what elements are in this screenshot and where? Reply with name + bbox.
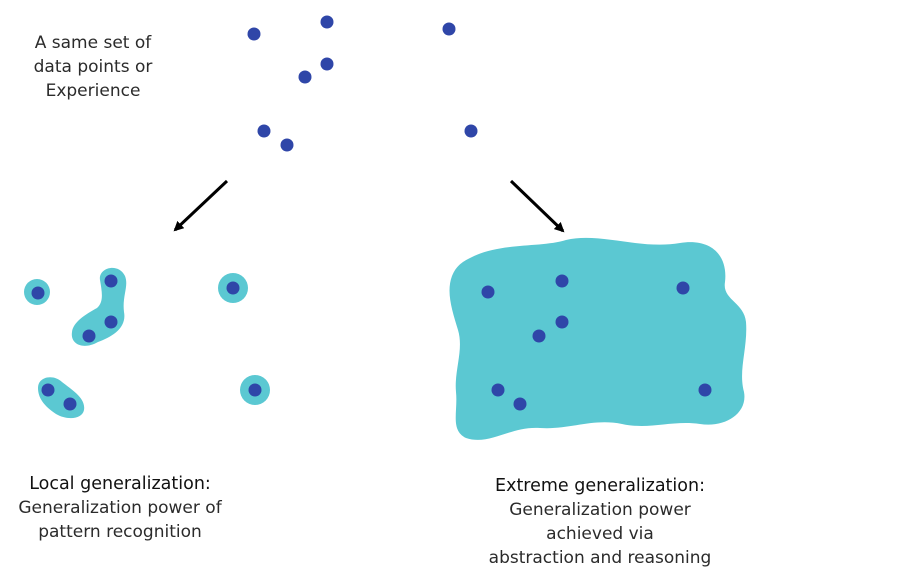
extreme-data-points bbox=[481, 274, 712, 411]
data-point bbox=[442, 22, 456, 36]
data-point bbox=[698, 383, 712, 397]
data-point bbox=[464, 124, 478, 138]
arrow-to-extreme bbox=[509, 179, 565, 233]
data-point bbox=[298, 70, 312, 84]
data-point bbox=[320, 57, 334, 71]
local-generalization-line: pattern recognition bbox=[38, 522, 202, 542]
intro-line: data points or bbox=[33, 57, 153, 77]
data-point bbox=[31, 286, 45, 300]
data-point bbox=[104, 315, 118, 329]
arrows bbox=[173, 179, 565, 233]
data-point bbox=[82, 329, 96, 343]
arrow-to-local bbox=[173, 179, 229, 232]
data-point bbox=[257, 124, 271, 138]
data-point bbox=[532, 329, 546, 343]
extreme-generalization-heading: Extreme generalization: bbox=[495, 476, 705, 496]
extreme-generalization-line: achieved via bbox=[546, 524, 654, 544]
extreme-generalization-line: abstraction and reasoning bbox=[488, 548, 712, 568]
data-point bbox=[41, 383, 55, 397]
local-generalization-heading: Local generalization: bbox=[29, 474, 211, 494]
intro-line: Experience bbox=[45, 81, 141, 101]
data-point bbox=[676, 281, 690, 295]
data-point bbox=[248, 383, 262, 397]
data-point bbox=[491, 383, 505, 397]
local-data-points bbox=[31, 274, 262, 411]
data-point bbox=[481, 285, 495, 299]
extreme-generalization-line: Generalization power bbox=[509, 500, 691, 520]
data-point bbox=[555, 274, 569, 288]
data-point bbox=[104, 274, 118, 288]
original-data-points bbox=[247, 15, 478, 152]
data-point bbox=[280, 138, 294, 152]
local-region bbox=[38, 377, 85, 419]
extreme-generalization-caption: Extreme generalization: Generalization p… bbox=[455, 474, 745, 570]
local-region bbox=[71, 267, 127, 346]
data-point bbox=[555, 315, 569, 329]
data-point bbox=[320, 15, 334, 29]
data-point bbox=[63, 397, 77, 411]
intro-line: A same set of bbox=[34, 33, 152, 53]
data-point bbox=[226, 281, 240, 295]
data-point bbox=[247, 27, 261, 41]
data-point bbox=[513, 397, 527, 411]
local-generalization-caption: Local generalization: Generalization pow… bbox=[0, 472, 240, 544]
local-generalization-line: Generalization power of bbox=[18, 498, 222, 518]
intro-caption: A same set of data points or Experience bbox=[18, 31, 168, 103]
extreme-generalization-region bbox=[449, 237, 747, 440]
